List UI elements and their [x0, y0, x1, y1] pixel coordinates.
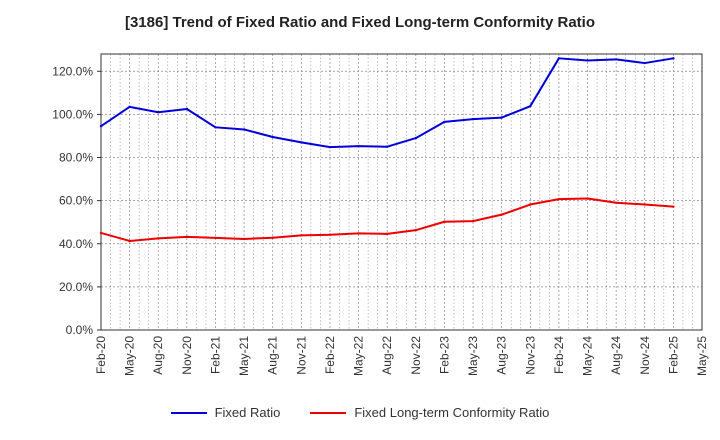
series-0-point: [414, 136, 418, 140]
y-tick-label: 120.0%: [52, 64, 93, 78]
x-tick-label: Aug-23: [495, 336, 509, 375]
series-1-point: [614, 201, 618, 204]
x-tick-label: May-23: [466, 336, 480, 376]
series-1-point: [643, 203, 646, 206]
legend-swatch-fixed-long-term: [310, 411, 347, 414]
series-1-point: [185, 235, 189, 239]
series-1-point: [328, 233, 332, 236]
y-tick-label: 0.0%: [66, 323, 94, 337]
series-0-point: [643, 61, 646, 65]
series-1-point: [557, 197, 561, 201]
x-tick-label: May-24: [581, 336, 595, 376]
series-0-point: [242, 128, 246, 131]
legend-item-fixed-ratio: Fixed Ratio: [170, 405, 281, 420]
series-0-point: [300, 141, 303, 144]
series-1-point: [128, 239, 131, 243]
series-0-point: [471, 117, 475, 121]
x-tick-label: Nov-23: [523, 336, 537, 375]
series-0-point: [385, 145, 389, 148]
plot-frame: [100, 53, 703, 331]
y-tick-label: 40.0%: [59, 237, 93, 251]
x-tick-label: Aug-20: [151, 336, 165, 375]
series-0-point: [557, 57, 561, 60]
series-0-point: [99, 125, 103, 128]
series-0-point: [214, 126, 217, 129]
series-1-point: [414, 228, 418, 232]
series-0-point: [586, 59, 589, 62]
x-tick-label: May-20: [123, 336, 137, 376]
x-tick-label: May-25: [695, 336, 709, 376]
series-0-point: [672, 57, 675, 60]
chart-title: [3186] Trend of Fixed Ratio and Fixed Lo…: [124, 14, 596, 31]
series-1-point: [99, 231, 103, 235]
x-tick-label: Nov-21: [294, 336, 308, 375]
x-tick-label: Nov-24: [638, 336, 652, 375]
series-1-point: [300, 234, 303, 237]
x-tick-label: Aug-24: [609, 336, 623, 375]
x-tick-label: Feb-25: [666, 336, 680, 374]
series-1-point: [357, 232, 360, 235]
series-0-point: [185, 107, 189, 111]
x-tick-label: May-21: [237, 336, 251, 376]
series-1-point: [443, 220, 446, 223]
series-1-point: [214, 236, 217, 240]
series-1-point: [157, 237, 160, 240]
legend-label-fixed-long-term: Fixed Long-term Conformity Ratio: [354, 405, 550, 420]
x-tick-label: Feb-23: [437, 336, 451, 374]
series-1-point: [242, 237, 246, 241]
x-tick-label: Feb-21: [208, 336, 222, 374]
x-tick-label: Nov-20: [180, 336, 194, 375]
legend-swatch-fixed-ratio: [170, 411, 207, 414]
series-0-point: [500, 116, 503, 119]
series-1-point: [500, 213, 503, 216]
series-0-point: [128, 105, 131, 109]
legend-item-fixed-long-term: Fixed Long-term Conformity Ratio: [310, 405, 549, 420]
x-tick-label: Nov-22: [409, 336, 423, 375]
y-tick-label: 100.0%: [52, 107, 93, 121]
legend-label-fixed-ratio: Fixed Ratio: [214, 405, 281, 420]
series-0-point: [328, 145, 332, 149]
series-1-point: [586, 197, 589, 200]
y-tick-label: 20.0%: [59, 280, 93, 294]
series-0-point: [529, 104, 532, 108]
series-1-point: [672, 205, 675, 208]
series-1-point: [471, 219, 475, 223]
series-0-point: [614, 58, 618, 61]
series-1-point: [385, 232, 389, 236]
x-tick-label: Feb-24: [552, 336, 566, 374]
series-1-point: [271, 236, 274, 239]
series-0-point: [157, 111, 160, 114]
y-tick-label: 60.0%: [59, 194, 93, 208]
series-1-point: [529, 203, 532, 206]
series-0-point: [357, 144, 360, 148]
x-tick-label: Aug-21: [266, 336, 280, 375]
x-tick-label: Feb-20: [94, 336, 108, 374]
x-tick-label: Aug-22: [380, 336, 394, 375]
x-tick-label: Feb-22: [323, 336, 337, 374]
y-tick-label: 80.0%: [59, 151, 93, 165]
series-0-point: [271, 135, 274, 139]
legend: Fixed Ratio Fixed Long-term Conformity R…: [0, 405, 720, 420]
x-tick-label: May-22: [352, 336, 366, 376]
series-0-point: [443, 120, 446, 124]
